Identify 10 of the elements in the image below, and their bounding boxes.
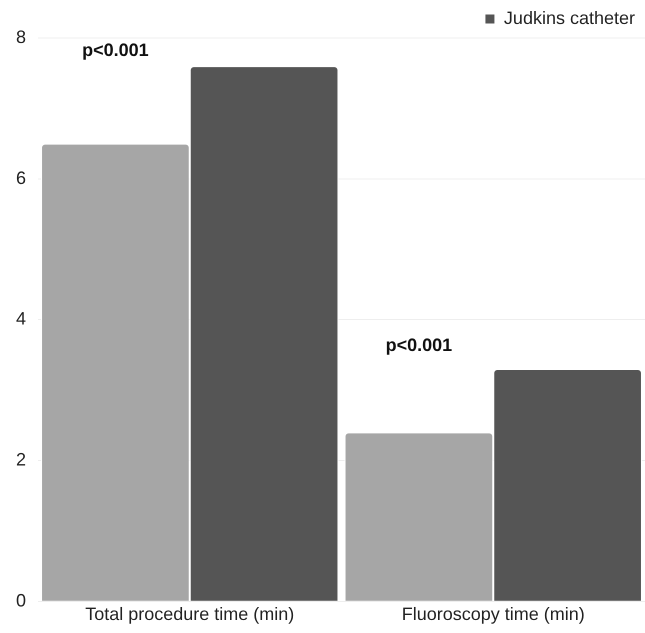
x-tick-label: Fluoroscopy time (min)	[402, 604, 585, 624]
y-tick-label: 4	[16, 308, 26, 329]
legend-label: Judkins catheter	[504, 8, 636, 28]
annotation: p<0.001	[386, 334, 452, 355]
x-tick-label: Total procedure time (min)	[85, 604, 294, 624]
y-tick-label: 2	[16, 450, 26, 470]
y-tick-label: 0	[16, 590, 26, 610]
y-tick-label: 6	[16, 168, 26, 188]
y-tick-label: 8	[16, 26, 26, 47]
annotation: p<0.001	[82, 40, 149, 60]
